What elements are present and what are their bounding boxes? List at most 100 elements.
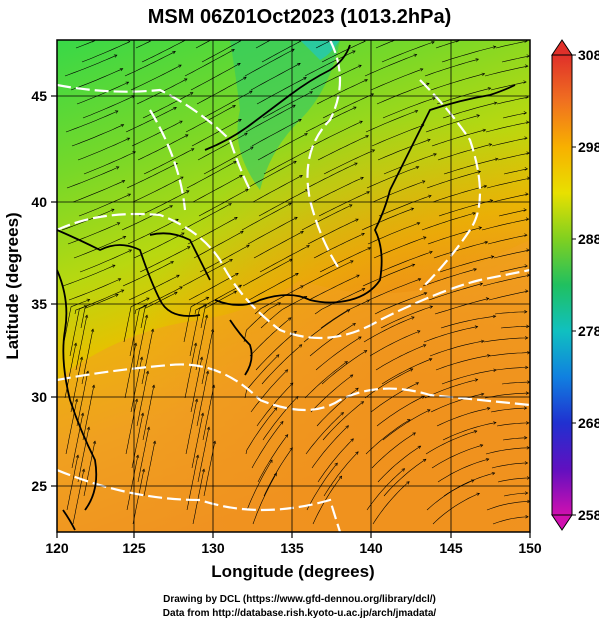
streamline	[502, 112, 527, 119]
streamline-arrow	[356, 274, 360, 278]
streamline	[487, 234, 528, 245]
streamline	[321, 350, 367, 385]
streamline-arrow	[406, 419, 411, 423]
streamline	[383, 153, 437, 175]
streamline-arrow	[360, 401, 365, 405]
streamline-arrow	[352, 323, 356, 327]
streamline	[435, 355, 491, 371]
streamline	[191, 119, 242, 147]
streamline-arrow	[366, 299, 370, 303]
streamline-arrow	[484, 240, 489, 245]
streamline-arrow	[206, 426, 211, 431]
streamline	[197, 132, 248, 161]
streamline-arrow	[525, 192, 529, 196]
streamline	[183, 297, 209, 343]
streamline	[246, 161, 297, 189]
streamline	[192, 469, 205, 525]
streamline-arrow	[74, 398, 79, 403]
streamline	[195, 315, 208, 371]
y-tick-label: 35	[31, 296, 47, 312]
streamline	[137, 427, 150, 483]
x-tick-label: 120	[45, 540, 69, 556]
streamline-arrow	[411, 316, 415, 320]
streamline-arrow	[178, 64, 182, 68]
streamline-arrow	[524, 461, 529, 465]
axis-ticks	[51, 95, 531, 538]
colorbar-top-arrow	[551, 39, 573, 56]
streamline-arrow	[355, 387, 359, 392]
streamline	[377, 445, 421, 483]
streamline	[317, 135, 369, 161]
streamline	[132, 469, 145, 525]
streamline	[382, 409, 431, 441]
streamline	[198, 188, 249, 217]
streamline	[375, 40, 395, 49]
colorbar-tick-label: 268	[578, 415, 599, 431]
streamline-arrow	[250, 146, 254, 150]
streamline-arrow	[422, 236, 427, 240]
streamline	[82, 385, 95, 441]
x-tick-label: 135	[280, 540, 304, 556]
streamline-arrow	[116, 222, 121, 226]
streamline-arrow	[246, 244, 250, 248]
streamline-arrow	[243, 76, 247, 80]
streamline	[253, 231, 304, 259]
streamline-arrow	[185, 190, 190, 194]
streamline-arrow	[353, 106, 357, 110]
streamline-arrow	[493, 368, 497, 372]
streamline	[426, 171, 481, 189]
streamline-arrow	[428, 358, 433, 362]
streamline	[503, 492, 528, 497]
streamline	[70, 68, 123, 91]
streamline-arrow	[134, 398, 139, 403]
streamline	[309, 323, 356, 357]
streamline-arrow	[110, 208, 115, 212]
streamline-arrow	[240, 230, 244, 234]
streamline-arrow	[359, 120, 363, 124]
streamline	[68, 278, 121, 301]
streamline	[308, 274, 360, 301]
y-tick-label: 30	[31, 389, 47, 405]
streamline	[486, 501, 530, 511]
streamline	[366, 468, 405, 511]
y-tick-labels: 25 30 35 40 45	[31, 88, 47, 494]
streamline	[247, 217, 298, 245]
streamline	[255, 331, 297, 371]
streamline-arrow	[526, 151, 530, 155]
streamline	[200, 290, 237, 329]
streamline	[252, 175, 303, 203]
colorbar-tick-label: 298	[578, 139, 599, 155]
streamline-arrow	[432, 97, 436, 101]
streamline-arrow	[479, 444, 484, 448]
streamline-arrow	[113, 54, 118, 58]
streamline	[189, 304, 207, 357]
streamline	[251, 119, 302, 147]
streamline-arrow	[92, 440, 97, 445]
streamline-arrow	[200, 412, 205, 417]
streamline-arrow	[474, 378, 479, 382]
streamline	[307, 218, 359, 245]
streamline	[313, 233, 365, 259]
streamline-arrow	[523, 80, 527, 84]
streamline-arrow	[481, 72, 486, 77]
streamline	[257, 133, 308, 161]
streamline	[76, 371, 89, 427]
streamline-arrow	[90, 328, 95, 333]
streamline-arrow	[309, 91, 313, 95]
map-frame	[56, 39, 531, 533]
streamline-arrow	[476, 492, 480, 496]
streamline	[432, 493, 480, 525]
streamline	[301, 204, 353, 231]
streamline-arrow	[478, 226, 483, 230]
streamline-arrow	[300, 231, 304, 235]
streamline-arrow	[245, 188, 249, 192]
streamline	[433, 241, 488, 259]
streamline-arrow	[169, 205, 173, 209]
streamline	[140, 291, 178, 329]
streamline-arrow	[145, 370, 150, 375]
streamline-arrow	[354, 162, 358, 166]
streamline	[80, 294, 119, 329]
streamline-arrow	[340, 412, 344, 416]
streamline	[70, 357, 83, 413]
streamline-arrow	[269, 459, 273, 464]
